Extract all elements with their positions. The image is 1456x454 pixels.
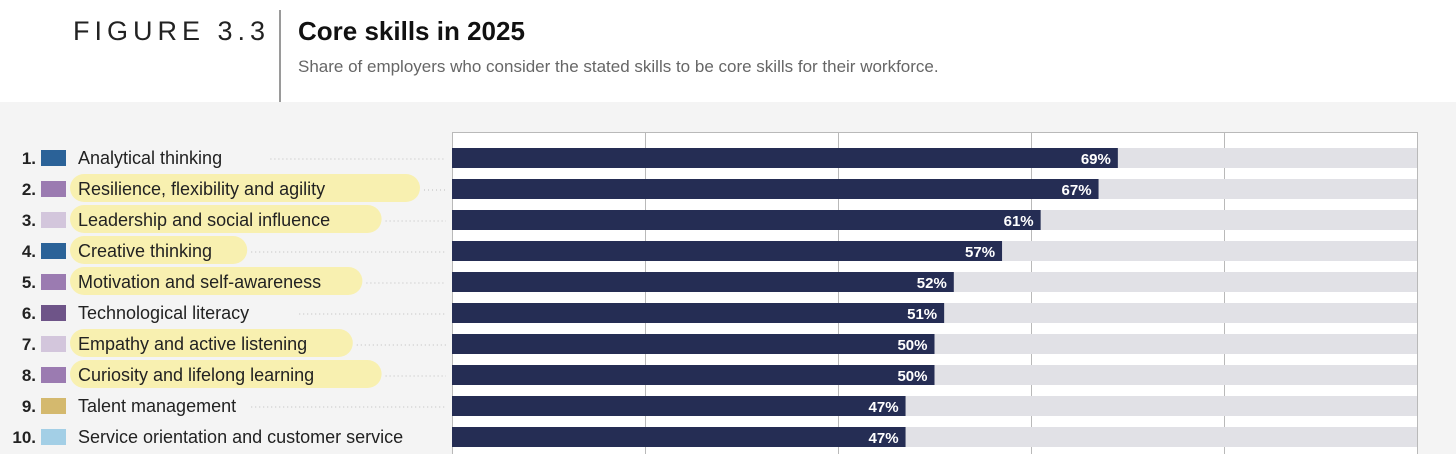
figure-label: FIGURE 3.3 xyxy=(73,16,271,46)
bar-value-label: 47% xyxy=(869,399,899,416)
category-label: Analytical thinking xyxy=(78,148,222,168)
category-swatch xyxy=(41,274,66,290)
bar-row: 10. Service orientation and customer serv… xyxy=(12,427,1417,447)
bar-row: 4. Creative thinking 57% xyxy=(22,236,1417,264)
chart-title: Core skills in 2025 xyxy=(298,16,525,46)
category-swatch xyxy=(41,336,66,352)
bar xyxy=(452,427,906,447)
bar-value-label: 67% xyxy=(1062,182,1092,199)
highlight-mark xyxy=(70,205,382,233)
bar-chart: 1. Analytical thinking 69% 2. Resilience, fl… xyxy=(12,132,1418,454)
chart-subtitle: Share of employers who consider the stat… xyxy=(298,57,939,76)
highlight-mark xyxy=(70,360,382,388)
bar-value-label: 57% xyxy=(965,244,995,261)
category-swatch xyxy=(41,398,66,414)
bar xyxy=(452,241,1003,261)
bar xyxy=(452,272,954,292)
category-label: Talent management xyxy=(78,396,236,416)
bar-value-label: 50% xyxy=(897,368,927,385)
category-label: Technological literacy xyxy=(78,303,249,323)
bar-value-label: 69% xyxy=(1081,151,1111,168)
highlight-mark xyxy=(70,236,248,264)
category-swatch xyxy=(41,305,66,321)
bar-row: 1. Analytical thinking 69% xyxy=(22,148,1417,168)
category-label: Resilience, flexibility and agility xyxy=(78,179,325,199)
rank-number: 4. xyxy=(22,242,36,261)
bar-row: 8. Curiosity and lifelong learning 50% xyxy=(22,360,1417,388)
rank-number: 2. xyxy=(22,180,36,199)
category-label: Empathy and active listening xyxy=(78,334,307,354)
bar-row: 6. Technological literacy 51% xyxy=(22,303,1417,323)
rank-number: 6. xyxy=(22,304,36,323)
figure-header: FIGURE 3.3 Core skills in 2025 Share of … xyxy=(0,0,1456,102)
category-swatch xyxy=(41,429,66,445)
rank-number: 3. xyxy=(22,211,36,230)
bar-row: 9. Talent management 47% xyxy=(22,396,1417,416)
bar-value-label: 47% xyxy=(869,430,899,447)
bar xyxy=(452,365,935,385)
rank-number: 1. xyxy=(22,149,36,168)
category-swatch xyxy=(41,367,66,383)
chart-area: 1. Analytical thinking 69% 2. Resilience, fl… xyxy=(0,102,1456,454)
bar xyxy=(452,179,1099,199)
category-label: Creative thinking xyxy=(78,241,212,261)
category-swatch xyxy=(41,212,66,228)
bar-row: 7. Empathy and active listening 50% xyxy=(22,329,1417,357)
bar-value-label: 51% xyxy=(907,306,937,323)
bar-row: 5. Motivation and self-awareness 52% xyxy=(22,267,1417,295)
bar-row: 3. Leadership and social influence 61% xyxy=(22,205,1417,233)
bar xyxy=(452,210,1041,230)
category-swatch xyxy=(41,150,66,166)
category-label: Leadership and social influence xyxy=(78,210,330,230)
rank-number: 8. xyxy=(22,366,36,385)
bar xyxy=(452,334,935,354)
bar xyxy=(452,396,906,416)
bar-row: 2. Resilience, flexibility and agility 67% xyxy=(22,174,1417,202)
rank-number: 9. xyxy=(22,397,36,416)
highlight-mark xyxy=(70,174,420,202)
bar xyxy=(452,303,945,323)
rank-number: 10. xyxy=(12,428,36,447)
category-label: Service orientation and customer service xyxy=(78,427,403,447)
category-label: Curiosity and lifelong learning xyxy=(78,365,314,385)
header-divider xyxy=(279,10,281,102)
category-swatch xyxy=(41,181,66,197)
rank-number: 7. xyxy=(22,335,36,354)
bar xyxy=(452,148,1118,168)
bar-value-label: 61% xyxy=(1004,213,1034,230)
category-swatch xyxy=(41,243,66,259)
rank-number: 5. xyxy=(22,273,36,292)
highlight-mark xyxy=(70,329,353,357)
bar-value-label: 52% xyxy=(917,275,947,292)
bar-value-label: 50% xyxy=(897,337,927,354)
category-label: Motivation and self-awareness xyxy=(78,272,321,292)
highlight-mark xyxy=(70,267,363,295)
